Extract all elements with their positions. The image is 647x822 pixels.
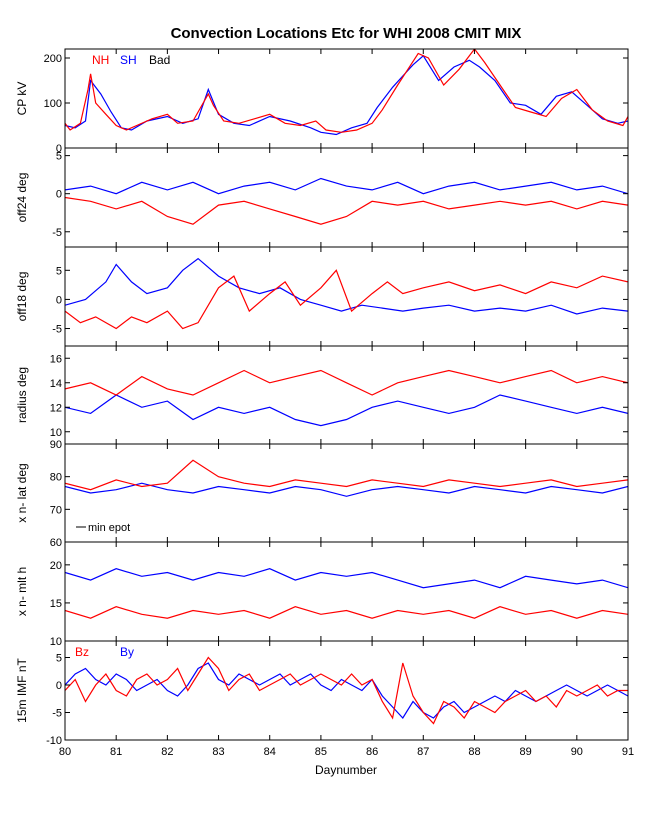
- panel-3: -5 0 5 off18 deg: [15, 246, 629, 347]
- x-tick-label: 89: [520, 746, 532, 758]
- annotation-text: min epot: [88, 522, 130, 534]
- y-axis-label: x n- lat deg: [15, 463, 29, 522]
- y-tick-label: 200: [44, 53, 62, 65]
- panel-4-series-1: [65, 394, 628, 427]
- x-tick-label: 88: [468, 746, 480, 758]
- y-tick-label: 5: [56, 151, 62, 163]
- x-axis-label: Daynumber: [315, 763, 377, 777]
- y-tick-label: 5: [56, 653, 62, 665]
- y-axis-label: CP kV: [15, 82, 29, 116]
- panel-frame: [64, 541, 629, 642]
- x-tick-label: 87: [417, 746, 429, 758]
- y-tick-label: 12: [50, 402, 62, 414]
- y-tick-label: 5: [56, 265, 62, 277]
- panel-2: -5 0 5 off24 deg: [15, 147, 629, 248]
- y-axis-label: radius deg: [15, 367, 29, 423]
- y-tick-label: 90: [50, 439, 62, 451]
- y-tick-label: 16: [50, 353, 62, 365]
- panel-5-series-2: [65, 459, 628, 491]
- x-tick-label: 80: [59, 746, 71, 758]
- y-tick-label: 0: [56, 680, 62, 692]
- panel-1-series-2: [65, 49, 628, 133]
- panel-2-series-2: [65, 196, 628, 225]
- x-tick-label: 86: [366, 746, 378, 758]
- y-tick-label: 10: [50, 636, 62, 648]
- panel-1: 0 100 200 CP kV NH SH Bad: [15, 48, 629, 155]
- panel-5: 60 70 80 90 x n- lat deg min epot: [15, 439, 629, 549]
- panel-6: 10 15 20 x n- mlt h: [15, 541, 629, 648]
- panel-6-series-2: [65, 606, 628, 619]
- legend-entry: By: [120, 645, 134, 659]
- x-tick-label: 84: [264, 746, 276, 758]
- panel-frame: [64, 147, 629, 248]
- panel-7-series-2: [65, 656, 628, 725]
- y-tick-label: 0: [56, 143, 62, 155]
- y-tick-label: 80: [50, 472, 62, 484]
- x-tick-label: 82: [161, 746, 173, 758]
- y-axis-label: 15m IMF nT: [15, 657, 29, 722]
- panel-6-series-1: [65, 568, 628, 589]
- y-tick-label: 15: [50, 598, 62, 610]
- legend-entry: Bad: [149, 53, 170, 67]
- y-tick-label: 0: [56, 294, 62, 306]
- legend-entry: NH: [92, 53, 109, 67]
- y-tick-label: 10: [50, 427, 62, 439]
- x-tick-label: 90: [571, 746, 583, 758]
- panel-7-series-1: [65, 662, 628, 719]
- panel-3-series-1: [65, 257, 628, 315]
- panel-4-series-2: [65, 369, 628, 396]
- y-tick-label: 100: [44, 98, 62, 110]
- x-tick-label: 83: [212, 746, 224, 758]
- y-tick-label: 70: [50, 504, 62, 516]
- chart-title: Convection Locations Etc for WHI 2008 CM…: [171, 25, 522, 42]
- x-tick-label: 81: [110, 746, 122, 758]
- y-tick-label: -5: [52, 708, 62, 720]
- x-tick-label: 85: [315, 746, 327, 758]
- legend-entry: SH: [120, 53, 137, 67]
- y-tick-label: 60: [50, 537, 62, 549]
- panel-5-series-1: [65, 482, 628, 497]
- y-axis-label: x n- mlt h: [15, 567, 29, 616]
- panel-3-series-2: [65, 269, 628, 330]
- y-axis-label: off24 deg: [15, 173, 29, 223]
- panel-frame: [64, 443, 629, 543]
- y-axis-label: off18 deg: [15, 272, 29, 322]
- y-tick-label: -5: [52, 324, 62, 336]
- panel-1-series-1: [65, 54, 628, 136]
- y-tick-label: -5: [52, 227, 62, 239]
- y-tick-label: 20: [50, 560, 62, 572]
- panel-2-series-1: [65, 177, 628, 195]
- panel-7: -10 -5 0 5 15m IMF nT Bz By: [15, 640, 629, 747]
- legend-entry: Bz: [75, 645, 89, 659]
- panel-frame: [64, 640, 629, 741]
- y-tick-label: 14: [50, 378, 62, 390]
- x-tick-label: 91: [622, 746, 634, 758]
- panel-frame: [64, 345, 629, 445]
- panel-4: 10 12 14 16 radius deg: [15, 345, 629, 445]
- y-tick-label: -10: [46, 735, 62, 747]
- y-tick-label: 0: [56, 189, 62, 201]
